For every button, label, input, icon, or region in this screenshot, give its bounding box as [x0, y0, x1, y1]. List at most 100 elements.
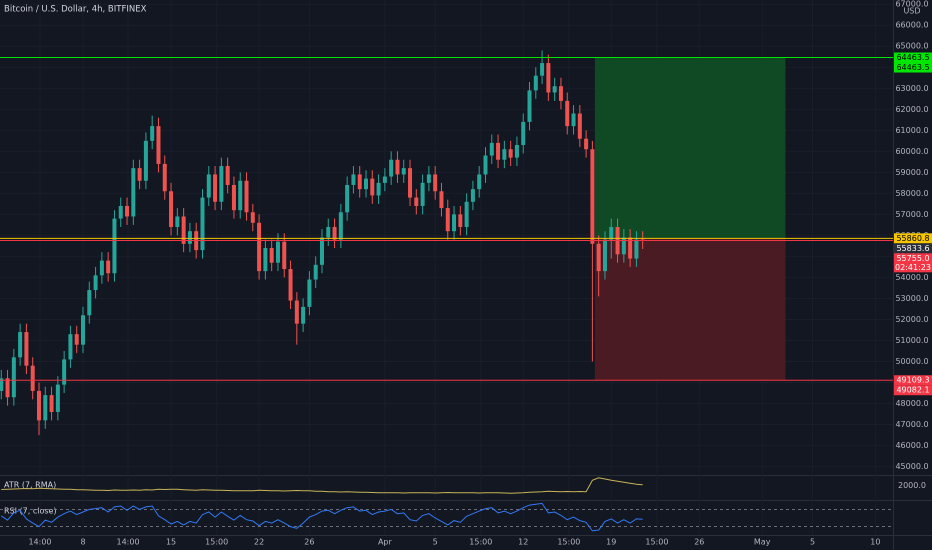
candle-body [213, 174, 218, 202]
candle-body [5, 378, 10, 398]
candle-body [225, 166, 230, 185]
price-label: 49109.3 [896, 376, 929, 385]
y-tick-label: 66000.0 [895, 21, 928, 30]
price-label: 64463.5 [896, 63, 929, 72]
candle-body [294, 300, 299, 324]
candle-body [11, 357, 16, 398]
candle-body [288, 269, 293, 301]
candle-body [231, 184, 236, 211]
y-tick-label: 50000.0 [895, 357, 928, 366]
candle-body [99, 260, 104, 276]
candle-body [0, 378, 4, 391]
countdown-label: 02:41:23 [895, 263, 931, 272]
candle-body [584, 138, 589, 150]
candle-body [621, 237, 626, 255]
candle-body [112, 218, 117, 274]
candle-body [345, 184, 350, 213]
candle-body [49, 395, 54, 412]
candle-body [206, 174, 211, 198]
y-tick-label: 57000.0 [895, 210, 928, 219]
candle-body [477, 174, 482, 190]
x-tick-label: 14:00 [117, 538, 140, 547]
chart-title: Bitcoin / U.S. Dollar, 4h, BITFINEX [4, 5, 147, 15]
candle-body [313, 264, 318, 280]
y-tick-label: 2000.0 [898, 481, 926, 490]
price-label-box [894, 385, 932, 396]
candle-body [301, 306, 306, 324]
candle-body [118, 205, 123, 219]
x-tick-label: 15:00 [469, 538, 492, 547]
x-tick-label: 26 [694, 538, 704, 547]
loss-zone [594, 238, 786, 381]
y-tick-label: 61000.0 [895, 126, 928, 135]
candle-body [408, 168, 413, 198]
y-tick-label: 52000.0 [895, 315, 928, 324]
x-tick-label: 5 [433, 538, 438, 547]
x-tick-label: 22 [254, 538, 264, 547]
y-tick-label: 62000.0 [895, 105, 928, 114]
candle-body [502, 149, 507, 160]
candle-body [18, 332, 23, 358]
candle-body [508, 149, 513, 158]
candle-body [489, 142, 494, 156]
y-tick-label: 67000.0 [895, 0, 928, 9]
candle-body [565, 100, 570, 127]
price-label-box [894, 62, 932, 73]
candle-body [269, 248, 274, 263]
candle-body [540, 63, 545, 76]
candle-body [596, 243, 601, 272]
profit-zone [594, 57, 786, 239]
price-label-box [894, 375, 932, 386]
candle-body [357, 174, 362, 190]
candle-body [602, 239, 607, 272]
currency-label: USD [903, 7, 920, 16]
candle-body [458, 214, 463, 227]
price-label-box [894, 253, 932, 273]
candle-body [87, 290, 92, 316]
candle-body [533, 75, 538, 91]
candle-body [445, 208, 450, 232]
x-tick-label: 10 [870, 538, 880, 547]
candle-body [181, 216, 186, 244]
x-tick-label: 12 [518, 538, 528, 547]
y-tick-label: 48000.0 [895, 399, 928, 408]
candle-body [351, 174, 356, 185]
candle-body [590, 149, 595, 244]
candle-body [376, 182, 381, 196]
candle-body [307, 279, 312, 307]
candle-body [433, 174, 438, 192]
price-label: 55833.6 [896, 244, 929, 253]
x-tick-label: May [754, 538, 771, 547]
candle-body [187, 231, 192, 244]
price-label: 49082.1 [896, 386, 929, 395]
candle-body [552, 86, 557, 93]
candle-body [628, 237, 633, 259]
y-tick-label: 51000.0 [895, 336, 928, 345]
candle-body [68, 334, 73, 360]
candle-body [143, 140, 148, 181]
candle-body [470, 189, 475, 202]
candle-body [125, 205, 130, 217]
y-tick-label: 60000.0 [895, 147, 928, 156]
x-tick-label: 15:00 [557, 538, 580, 547]
candle-body [414, 197, 419, 206]
price-label: 55860.8 [896, 234, 929, 243]
candle-body [326, 226, 331, 238]
candle-body [219, 166, 224, 202]
candle-body [332, 226, 337, 240]
candle-body [571, 113, 576, 127]
candle-body [401, 168, 406, 175]
y-tick-label: 59000.0 [895, 168, 928, 177]
x-tick-label: 8 [80, 538, 85, 547]
candle-body [156, 126, 161, 164]
y-tick-label: 47000.0 [895, 420, 928, 429]
candle-body [609, 226, 614, 240]
candle-body [282, 241, 287, 270]
candle-body [426, 174, 431, 183]
x-tick-label: Apr [378, 538, 393, 547]
y-tick-label: 65000.0 [895, 42, 928, 51]
x-tick-label: 19 [606, 538, 616, 547]
x-tick-label: 5 [810, 538, 815, 547]
